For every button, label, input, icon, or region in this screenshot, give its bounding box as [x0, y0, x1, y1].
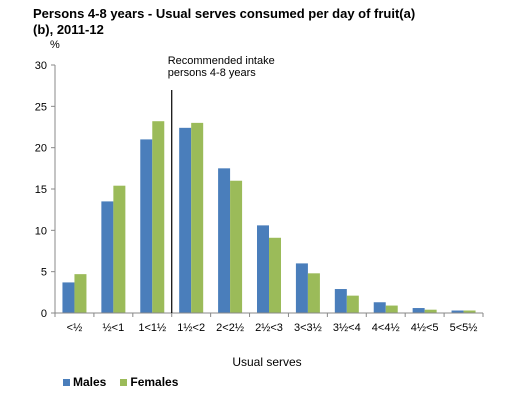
bar-males-6: [295, 263, 308, 313]
x-tick-label: 3<3½: [294, 322, 322, 334]
y-axis: 0 5 10 15 20 25 30: [35, 60, 56, 320]
legend-item-females: Females: [120, 375, 178, 389]
chart-title: Persons 4-8 years - Usual serves consume…: [33, 6, 416, 37]
bar-females-7: [346, 295, 359, 313]
bar-females-6: [307, 273, 320, 313]
x-tick-label: 1<1½: [138, 322, 166, 334]
bar-females-8: [385, 305, 398, 313]
bar-females-1: [113, 185, 126, 313]
bar-females-5: [269, 237, 281, 313]
bar-males-9: [412, 308, 425, 313]
y-tick-label: 30: [35, 60, 47, 72]
y-tick-label: 5: [41, 267, 47, 279]
bar-males-7: [334, 289, 347, 313]
bar-males-0: [62, 282, 75, 313]
legend-swatch: [120, 378, 128, 386]
x-tick-label: ½<1: [103, 322, 125, 334]
y-tick-label: 20: [35, 143, 47, 155]
x-tick-label: 4<4½: [372, 322, 400, 334]
x-tick-label: 2½<3: [255, 322, 283, 334]
x-tick-label: <½: [67, 322, 83, 334]
bar-males-4: [218, 168, 231, 313]
bar-males-1: [101, 201, 114, 313]
y-axis-label: %: [50, 39, 60, 51]
bar-females-2: [152, 121, 165, 313]
x-tick-label: 2<2½: [216, 322, 244, 334]
legend-item-males: Males: [63, 375, 106, 389]
bar-females-3: [191, 122, 204, 313]
x-tick-label: 4½<5: [411, 322, 439, 334]
legend-swatch: [63, 378, 70, 386]
bar-females-9: [424, 309, 437, 313]
bar-females-4: [230, 180, 243, 313]
bar-males-10: [451, 310, 464, 313]
x-axis-title: Usual serves: [232, 355, 301, 369]
y-tick-label: 10: [35, 225, 47, 237]
x-tick-label: 5<5½: [450, 322, 478, 334]
x-tick-label: 1½<2: [177, 322, 205, 334]
bars: [62, 121, 476, 314]
legend-label: Males: [73, 375, 107, 389]
y-tick-label: 0: [41, 308, 47, 320]
y-tick-label: 25: [35, 101, 47, 113]
bar-females-0: [74, 274, 87, 313]
bar-females-10: [463, 310, 476, 313]
bar-males-3: [179, 127, 192, 314]
annotation-text-line: persons 4-8 years: [168, 67, 257, 79]
legend-label: Females: [130, 375, 179, 389]
bar-males-5: [257, 225, 269, 313]
annotation-text-line: Recommended intake: [168, 55, 275, 67]
x-tick-label: 3½<4: [333, 322, 361, 334]
x-axis: <½ ½<1 1<1½ 1½<2 2<2½ 2½<3 3<3½ 3½<4 4<4½ 4½<5 5<5…: [54, 312, 484, 334]
y-tick-label: 15: [35, 184, 47, 196]
legend: Males Females: [63, 375, 192, 389]
bar-males-2: [140, 139, 153, 313]
bar-males-8: [373, 302, 386, 313]
